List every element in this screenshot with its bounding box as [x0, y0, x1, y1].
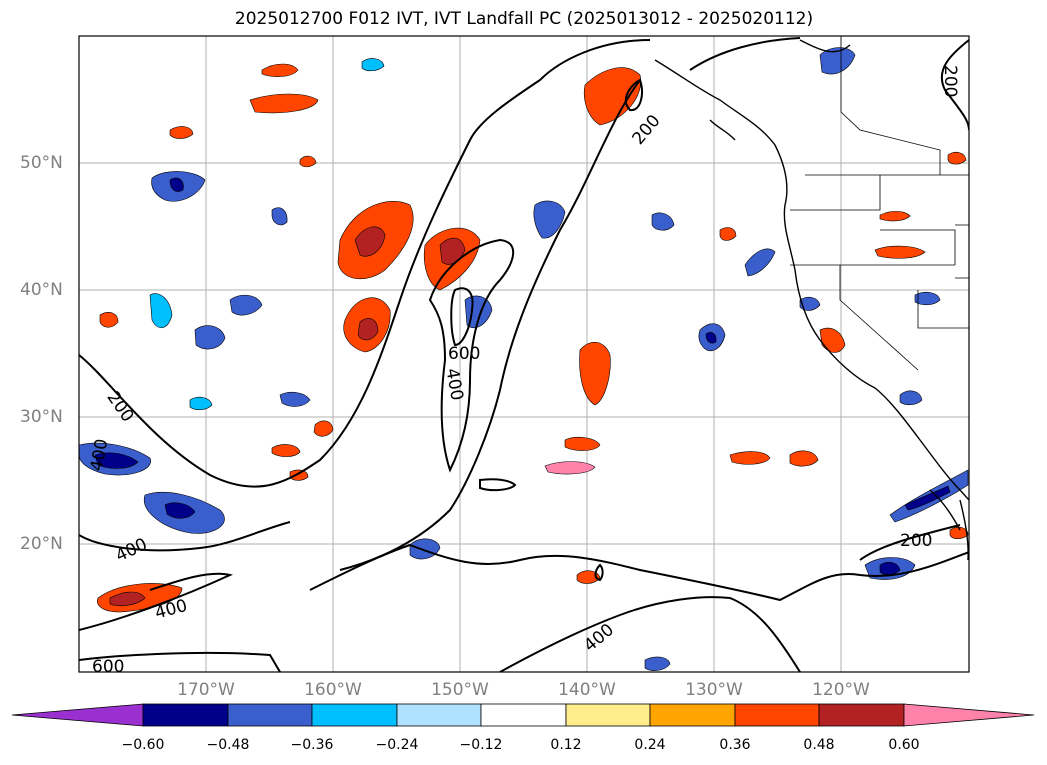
colorbar-swatch — [142, 703, 229, 727]
state-borders — [790, 36, 969, 371]
contour-label: 600 — [92, 657, 124, 677]
contour-label: 200 — [900, 531, 932, 551]
lon-label: 160°W — [304, 680, 362, 700]
map-title: 2025012700 F012 IVT, IVT Landfall PC (20… — [234, 9, 814, 29]
colorbar-extend-high — [903, 703, 1035, 727]
ivt-contours — [79, 37, 969, 672]
colorbar-swatch — [480, 703, 567, 727]
lon-label: 140°W — [558, 680, 616, 700]
map-frame — [78, 35, 970, 673]
colorbar-tick: 0.60 — [888, 737, 920, 753]
colorbar-tick: 0.12 — [550, 737, 582, 753]
colorbar-tick: −0.12 — [459, 737, 503, 753]
map-area — [79, 36, 969, 672]
colorbar-tick: −0.36 — [290, 737, 334, 753]
lat-label: 30°N — [20, 407, 63, 427]
lat-label: 20°N — [20, 534, 63, 554]
colorbar-tick: −0.48 — [206, 737, 250, 753]
contour-label: 200 — [940, 65, 960, 97]
colorbar-swatch — [227, 703, 313, 727]
colorbar-tick: 0.24 — [634, 737, 666, 753]
colorbar-extend-low — [11, 703, 144, 727]
colorbar-swatch — [565, 703, 651, 727]
colorbar-swatch — [311, 703, 398, 727]
lon-label: 170°W — [177, 680, 235, 700]
positive-pc-regions — [97, 63, 969, 613]
colorbar — [11, 703, 1035, 727]
colorbar-tick: 0.48 — [803, 737, 835, 753]
lat-label: 50°N — [20, 153, 63, 173]
lon-label: 120°W — [812, 680, 870, 700]
colorbar-tick: −0.60 — [121, 737, 165, 753]
contour-label: 600 — [448, 344, 480, 364]
lon-label: 130°W — [685, 680, 743, 700]
colorbar-tick: −0.24 — [375, 737, 419, 753]
colorbar-swatch — [734, 703, 820, 727]
colorbar-tick: 0.36 — [719, 737, 751, 753]
lon-label: 150°W — [431, 680, 489, 700]
colorbar-swatch — [818, 703, 905, 727]
coastline — [654, 39, 969, 561]
colorbar-swatch — [396, 703, 482, 727]
colorbar-swatch — [649, 703, 736, 727]
lat-label: 40°N — [20, 280, 63, 300]
